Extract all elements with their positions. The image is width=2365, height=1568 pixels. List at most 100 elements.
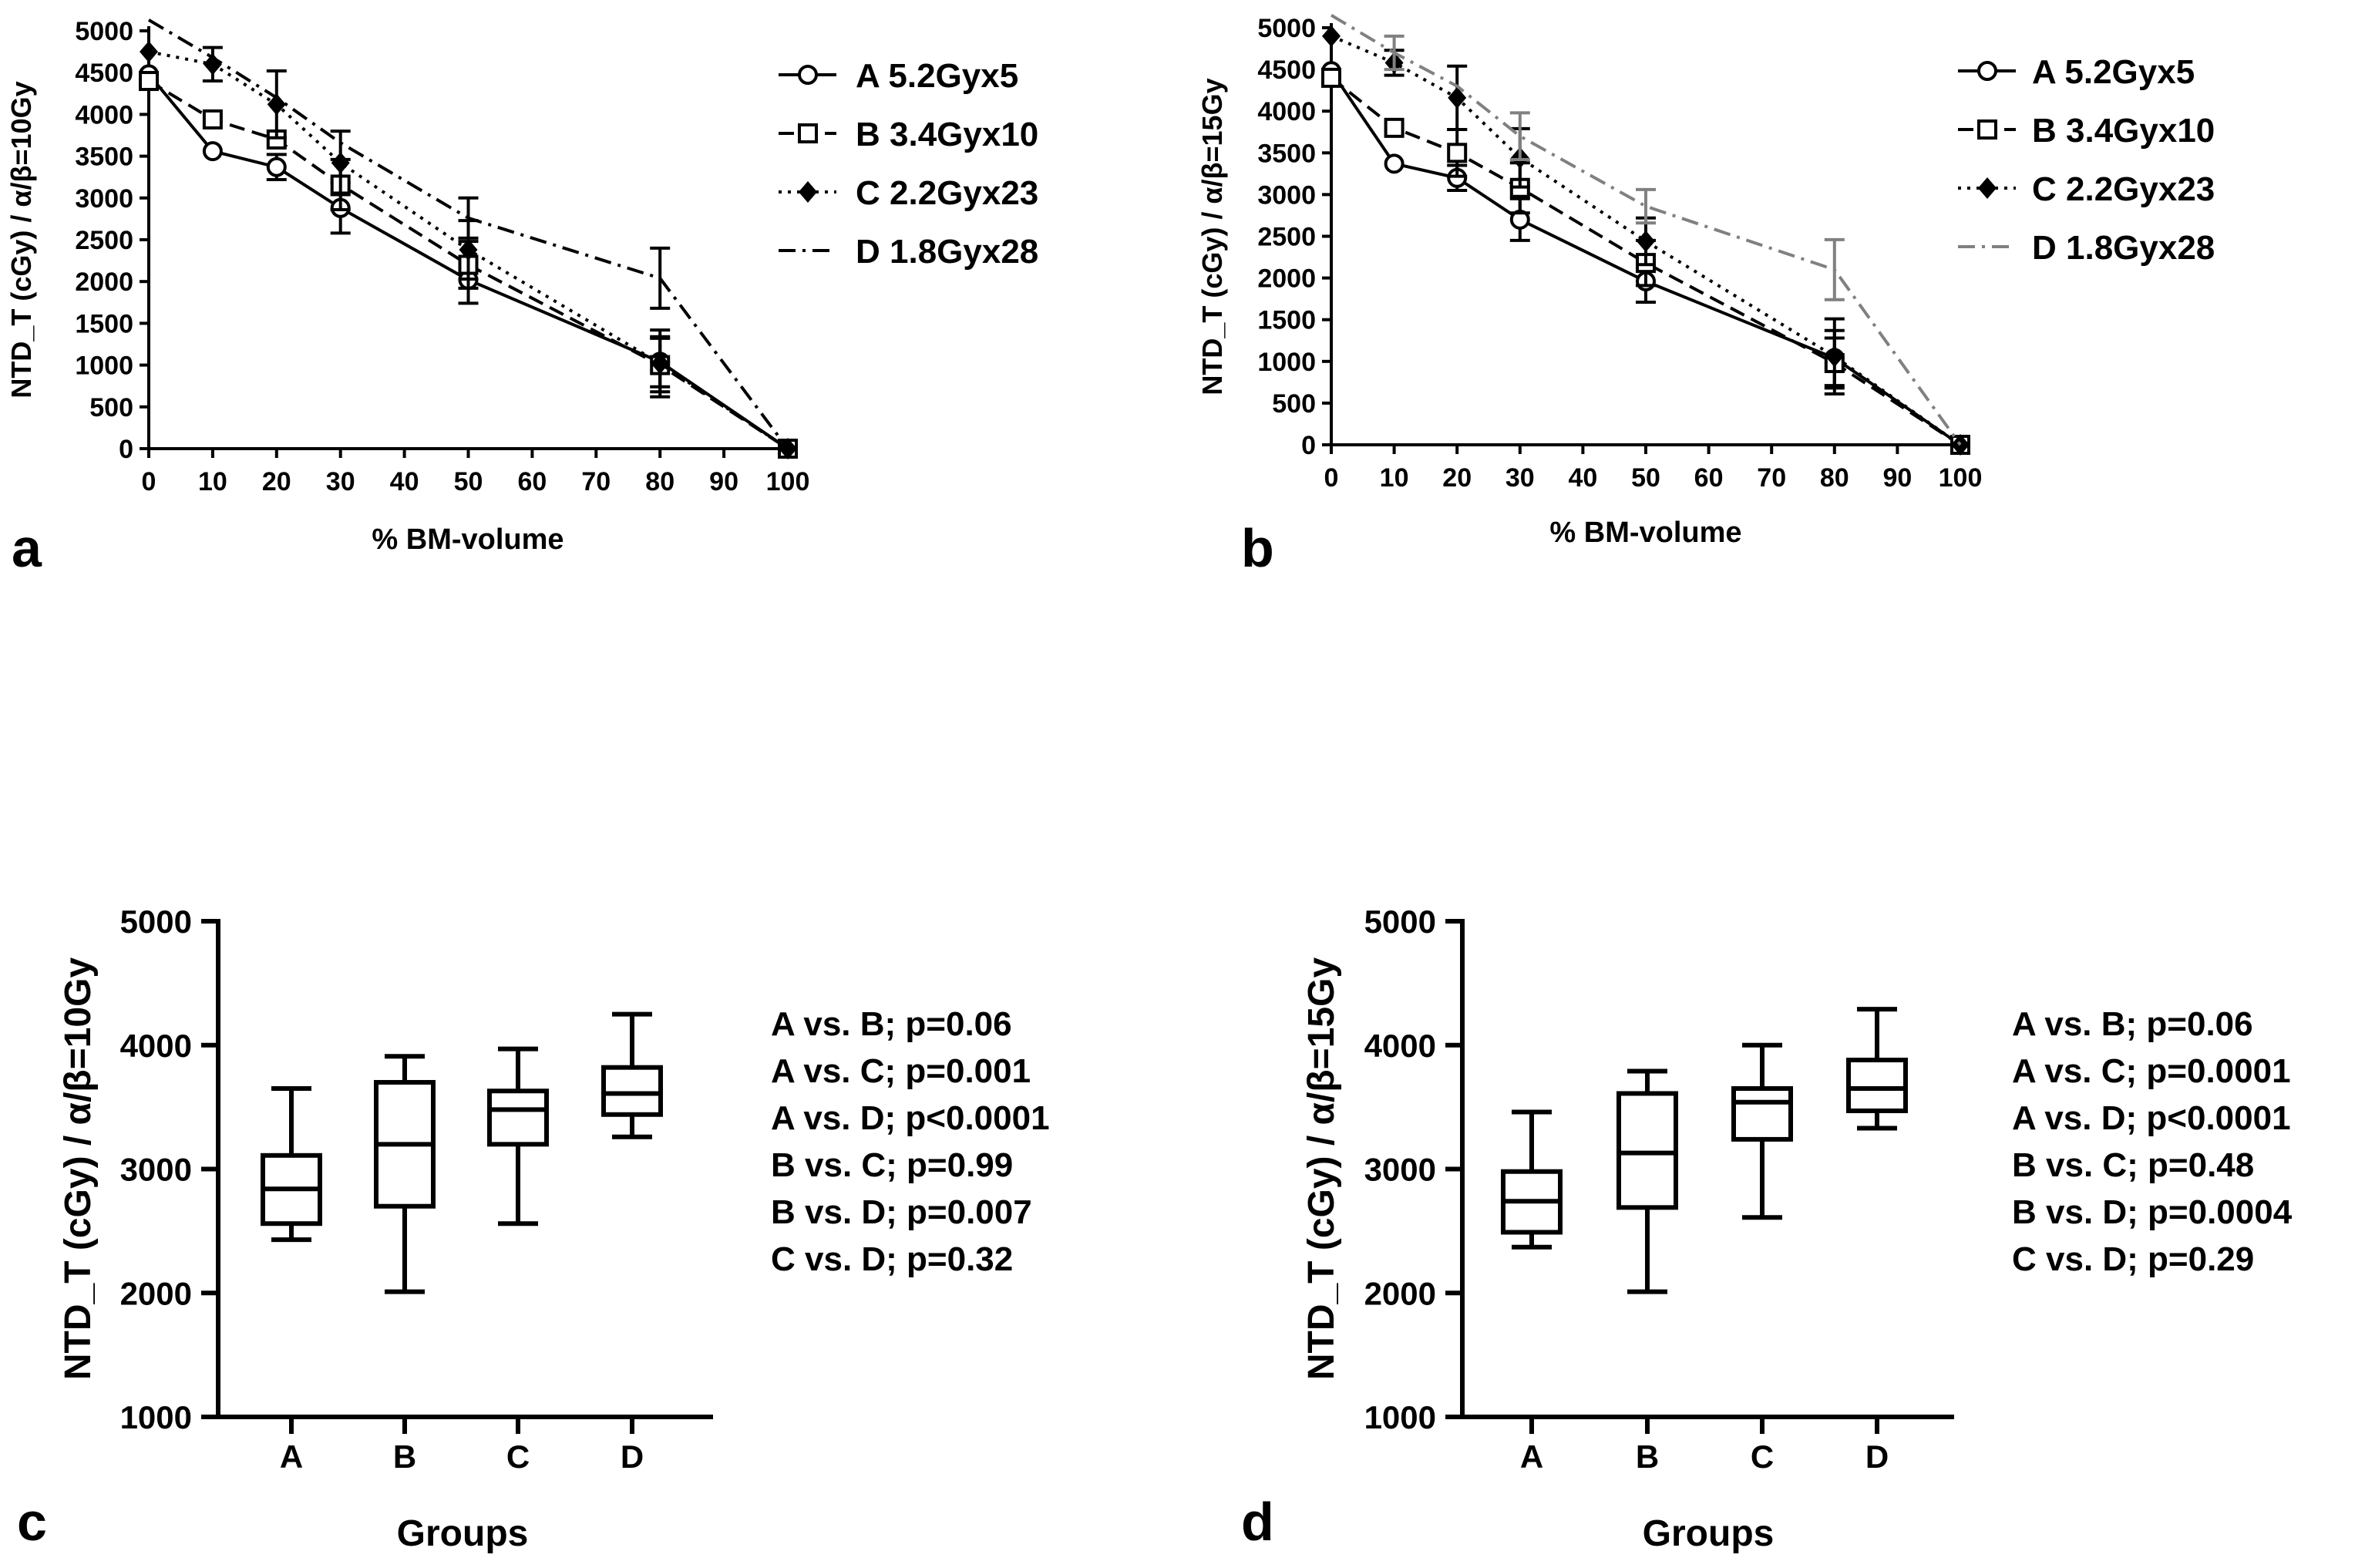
series-4 — [1330, 14, 1962, 446]
legend-marker — [1978, 177, 1997, 199]
y-axis-title: NTD_T (cGy) / α/β=15Gy — [1301, 957, 1342, 1381]
data-point-diamond — [140, 41, 158, 63]
y-tick-label: 2000 — [120, 1275, 192, 1311]
box-A — [1501, 1109, 1563, 1250]
legend-label: C 2.2Gyx23 — [2032, 170, 2215, 208]
x-tick-label: C — [506, 1438, 530, 1475]
data-point-diamond — [1448, 86, 1467, 109]
box-iqr — [601, 1065, 663, 1117]
data-point-diamond — [1637, 230, 1655, 252]
x-tick-label: 100 — [1939, 463, 1983, 493]
y-tick-label: 5000 — [1257, 14, 1316, 43]
x-tick-label: 60 — [1694, 463, 1724, 493]
y-tick-label: 1000 — [1364, 1399, 1436, 1435]
data-point-square — [1321, 67, 1341, 88]
series-3 — [140, 41, 797, 459]
y-tick-label: 2000 — [1364, 1275, 1436, 1311]
x-tick-label: D — [1865, 1438, 1889, 1475]
x-tick-label: 30 — [1505, 463, 1535, 493]
p-value-annotation: B vs. D; p=0.007 — [771, 1193, 1032, 1231]
y-axis-title: NTD_T (cGy) / α/β=15Gy — [1196, 78, 1228, 395]
data-point-circle — [266, 156, 287, 177]
y-tick-label: 3000 — [75, 184, 133, 214]
legend-marker — [1977, 61, 1997, 81]
legend: A 5.2Gyx5 B 3.4Gyx10 C 2.2Gyx23 D 1.8Gyx28 — [1958, 53, 2215, 267]
p-value-annotation: A vs. B; p=0.06 — [771, 1005, 1012, 1043]
x-tick-label: A — [280, 1438, 303, 1475]
y-tick-label: 2000 — [75, 268, 133, 297]
legend-label: D 1.8Gyx28 — [856, 233, 1038, 271]
box-iqr — [1846, 1058, 1908, 1113]
x-tick-label: 80 — [645, 467, 675, 496]
p-value-annotation: B vs. D; p=0.0004 — [2012, 1193, 2293, 1231]
p-value-annotation: A vs. D; p<0.0001 — [771, 1099, 1050, 1137]
y-tick-label: 500 — [1272, 389, 1316, 419]
x-tick-label: 60 — [517, 467, 547, 496]
x-tick-label: A — [1520, 1438, 1543, 1475]
y-tick-label: 500 — [89, 393, 133, 422]
box-B — [1616, 1068, 1678, 1294]
x-tick-label: D — [621, 1438, 644, 1475]
y-tick-label: 1000 — [75, 352, 133, 381]
data-point-square — [1384, 117, 1405, 138]
panel-label: a — [12, 518, 42, 578]
legend-label: A 5.2Gyx5 — [2032, 53, 2195, 91]
y-tick-label: 0 — [1301, 431, 1316, 460]
y-tick-label: 1500 — [75, 309, 133, 338]
x-tick-label: 0 — [142, 467, 156, 496]
data-point-square — [1447, 143, 1468, 163]
legend-marker — [1977, 119, 1997, 140]
p-value-annotation: A vs. B; p=0.06 — [2012, 1005, 2253, 1043]
panel-a: 0500100015002000250030003500400045005000… — [5, 17, 1038, 578]
panel-b: 0500100015002000250030003500400045005000… — [1196, 14, 2215, 578]
legend-label: B 3.4Gyx10 — [2032, 112, 2215, 150]
data-point-diamond — [267, 93, 286, 116]
panel-label: d — [1241, 1492, 1274, 1552]
legend-marker — [798, 65, 818, 85]
y-tick-label: 3500 — [75, 143, 133, 172]
data-point-diamond — [651, 352, 670, 375]
y-tick-label: 3500 — [1257, 139, 1316, 168]
x-tick-label: 90 — [1882, 463, 1912, 493]
data-point-diamond — [459, 239, 478, 261]
x-axis-title: Groups — [1643, 1513, 1775, 1554]
y-tick-label: 4500 — [75, 59, 133, 88]
data-point-diamond — [331, 152, 350, 174]
y-tick-label: 4500 — [1257, 56, 1316, 85]
x-axis-title: % BM-volume — [372, 523, 563, 556]
box-iqr — [1731, 1086, 1793, 1142]
x-tick-label: C — [1751, 1438, 1774, 1475]
box-iqr — [1616, 1091, 1678, 1210]
p-value-annotation: A vs. C; p=0.0001 — [2012, 1052, 2291, 1090]
data-point-square — [139, 71, 159, 92]
panel-label: c — [17, 1492, 47, 1552]
y-tick-label: 4000 — [1257, 97, 1316, 126]
p-value-annotation: C vs. D; p=0.29 — [2012, 1240, 2254, 1278]
x-axis-title: % BM-volume — [1549, 516, 1741, 549]
data-point-circle — [1384, 153, 1405, 174]
box-C — [487, 1046, 549, 1226]
box-iqr — [487, 1089, 549, 1147]
legend-label: A 5.2Gyx5 — [856, 57, 1018, 95]
y-tick-label: 2000 — [1257, 264, 1316, 294]
y-tick-label: 4000 — [1364, 1028, 1436, 1064]
legend-marker — [799, 181, 817, 203]
y-axis-title: NTD_T (cGy) / α/β=10Gy — [5, 81, 37, 398]
x-axis-title: Groups — [397, 1513, 529, 1554]
series-3 — [1322, 25, 1970, 456]
x-tick-label: 30 — [326, 467, 355, 496]
x-tick-label: B — [1636, 1438, 1659, 1475]
y-tick-label: 1000 — [120, 1399, 192, 1435]
y-tick-label: 4000 — [75, 100, 133, 130]
x-tick-label: 50 — [454, 467, 483, 496]
y-tick-label: 2500 — [75, 226, 133, 255]
legend: A 5.2Gyx5 B 3.4Gyx10 C 2.2Gyx23 D 1.8Gyx28 — [779, 57, 1038, 271]
x-tick-label: 10 — [1380, 463, 1409, 493]
p-value-annotations: A vs. B; p=0.06 A vs. C; p=0.001 A vs. D; … — [771, 1005, 1050, 1278]
data-point-diamond — [1825, 345, 1844, 368]
box-C — [1731, 1042, 1793, 1220]
panel-label: b — [1241, 518, 1274, 578]
y-tick-label: 4000 — [120, 1028, 192, 1064]
